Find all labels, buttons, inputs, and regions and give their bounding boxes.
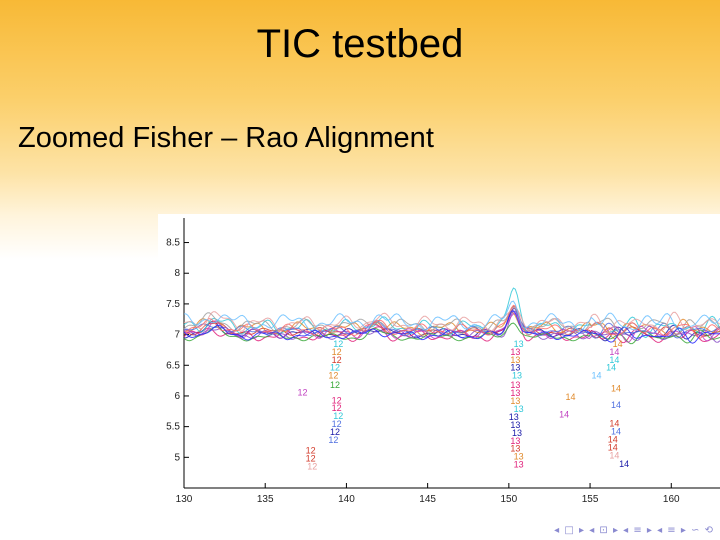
y-tick-label: 8.5 bbox=[166, 238, 180, 249]
marker-label-13: 13 bbox=[514, 460, 524, 470]
y-tick-label: 8 bbox=[174, 268, 180, 279]
y-tick-label: 6 bbox=[174, 391, 180, 402]
marker-label-14: 14 bbox=[611, 427, 621, 437]
slide-title: TIC testbed bbox=[256, 22, 464, 66]
marker-label-12: 12 bbox=[330, 427, 340, 437]
x-tick-label: 160 bbox=[663, 494, 680, 505]
marker-label-13: 13 bbox=[512, 428, 522, 438]
plot-panel: 8.5 8 7.5 7 6.5 6 5.5 5 130 135 140 145 150 155 160 12 1… bbox=[158, 214, 720, 540]
x-tick-label: 145 bbox=[419, 494, 436, 505]
x-tick-label: 130 bbox=[176, 494, 193, 505]
marker-label-14: 14 bbox=[611, 400, 621, 410]
marker-label-13: 13 bbox=[510, 355, 520, 365]
y-tick-label: 5 bbox=[174, 452, 180, 463]
marker-label-14: 14 bbox=[566, 392, 576, 402]
marker-label-14: 14 bbox=[559, 409, 569, 419]
marker-label-12: 12 bbox=[332, 403, 342, 413]
marker-label-14: 14 bbox=[619, 459, 629, 469]
marker-label-14: 14 bbox=[608, 435, 618, 445]
marker-label-13: 13 bbox=[510, 380, 520, 390]
series-line bbox=[183, 304, 720, 339]
marker-label-14: 14 bbox=[609, 355, 619, 365]
slide-navigation-bar[interactable]: ◂ □ ▸ ◂ ⊡ ▸ ◂ ≡ ▸ ◂ ≡ ▸ ∽ ⟲ bbox=[554, 525, 714, 536]
series-line bbox=[183, 310, 720, 344]
y-tick-label: 7.5 bbox=[166, 299, 180, 310]
marker-label-13: 13 bbox=[510, 363, 520, 373]
marker-label-12: 12 bbox=[328, 371, 338, 381]
marker-label-13: 13 bbox=[510, 444, 520, 454]
series-line bbox=[184, 307, 720, 334]
marker-label-13: 13 bbox=[514, 452, 524, 462]
x-tick-label: 150 bbox=[501, 494, 518, 505]
marker-label-12: 12 bbox=[306, 446, 316, 456]
x-tick-label: 140 bbox=[338, 494, 355, 505]
y-tick-label: 7 bbox=[174, 330, 180, 341]
slide-subtitle: Zoomed Fisher – Rao Alignment bbox=[18, 122, 434, 154]
marker-label-12: 12 bbox=[330, 363, 340, 373]
marker-label-14: 14 bbox=[608, 443, 618, 453]
series-line bbox=[183, 306, 720, 344]
marker-label-13: 13 bbox=[509, 412, 519, 422]
marker-label-14: 14 bbox=[606, 363, 616, 373]
marker-label-14: 14 bbox=[609, 419, 619, 429]
series-line bbox=[184, 300, 720, 332]
marker-label-12: 12 bbox=[328, 435, 338, 445]
marker-label-12: 12 bbox=[332, 395, 342, 405]
marker-label-13: 13 bbox=[510, 347, 520, 357]
series-line bbox=[183, 287, 720, 339]
y-tick-label: 6.5 bbox=[166, 360, 180, 371]
x-tick-label: 135 bbox=[257, 494, 274, 505]
marker-label-13: 13 bbox=[514, 404, 524, 414]
marker-label-13: 13 bbox=[510, 436, 520, 446]
marker-label-12: 12 bbox=[298, 387, 308, 397]
marker-label-13: 13 bbox=[510, 388, 520, 398]
marker-label-12: 12 bbox=[333, 339, 343, 349]
marker-label-14: 14 bbox=[609, 450, 619, 460]
marker-label-14: 14 bbox=[592, 371, 602, 381]
marker-label-12: 12 bbox=[307, 462, 317, 472]
marker-label-14: 14 bbox=[613, 339, 623, 349]
marker-label-12: 12 bbox=[333, 411, 343, 421]
y-tick-label: 5.5 bbox=[166, 422, 180, 433]
marker-label-13: 13 bbox=[514, 339, 524, 349]
marker-label-13: 13 bbox=[510, 420, 520, 430]
marker-label-12: 12 bbox=[332, 355, 342, 365]
x-tick-label: 155 bbox=[582, 494, 599, 505]
marker-label-12: 12 bbox=[332, 347, 342, 357]
marker-label-14: 14 bbox=[609, 347, 619, 357]
marker-label-12: 12 bbox=[306, 454, 316, 464]
marker-label-12: 12 bbox=[330, 380, 340, 390]
marker-label-12: 12 bbox=[332, 419, 342, 429]
marker-label-13: 13 bbox=[510, 396, 520, 406]
marker-label-13: 13 bbox=[512, 371, 522, 381]
marker-label-14: 14 bbox=[611, 384, 621, 394]
